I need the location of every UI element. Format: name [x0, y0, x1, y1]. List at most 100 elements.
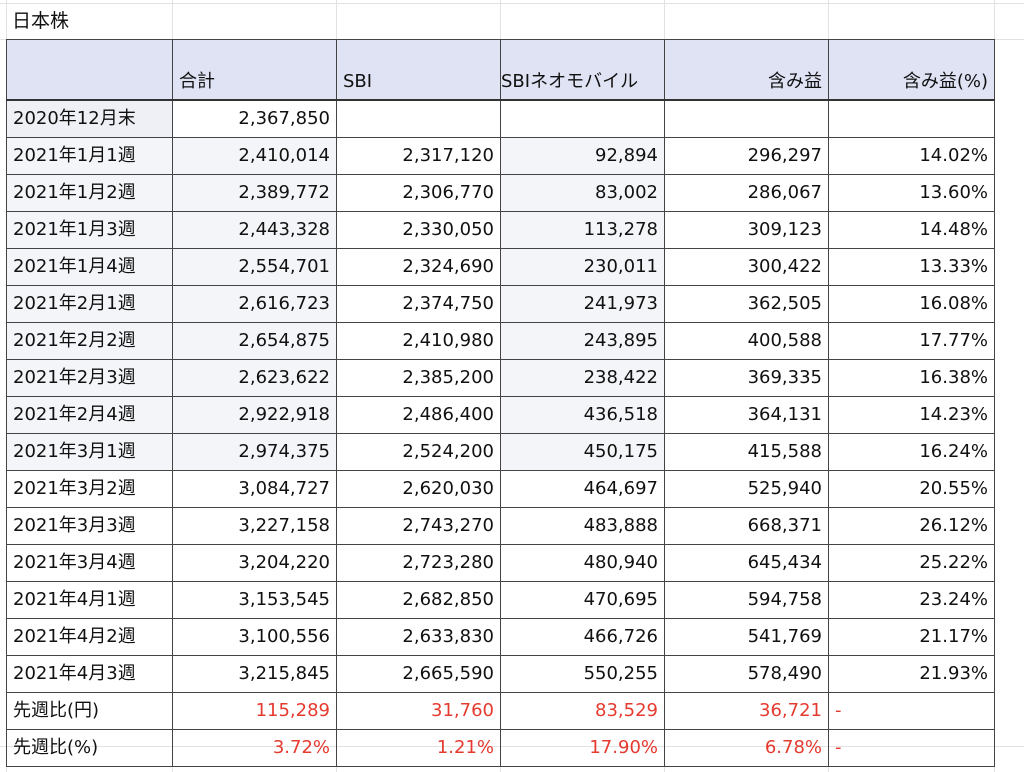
cell-label[interactable]: 2021年1月1週 [6, 136, 173, 175]
cell-unrealized-gain-pct[interactable]: 21.93% [828, 654, 995, 693]
cell-sbi[interactable]: 2,324,690 [336, 247, 501, 286]
cell-unrealized-gain-pct[interactable]: 21.17% [828, 617, 995, 656]
header-cell-total[interactable]: 合計 [172, 39, 337, 101]
cell-sbi[interactable]: 2,743,270 [336, 506, 501, 545]
cell-sbi[interactable]: 2,317,120 [336, 136, 501, 175]
cell-total[interactable]: 2,410,014 [172, 136, 337, 175]
cell-label[interactable]: 2021年1月2週 [6, 173, 173, 212]
cell-label[interactable]: 2021年2月2週 [6, 321, 173, 360]
cell-label[interactable]: 2021年3月4週 [6, 543, 173, 582]
cell-unrealized-gain-pct[interactable]: 13.60% [828, 173, 995, 212]
cell-unrealized-gain-pct[interactable]: 26.12% [828, 506, 995, 545]
cell-label[interactable]: 2021年2月3週 [6, 358, 173, 397]
cell-unrealized-gain[interactable]: 296,297 [664, 136, 829, 175]
cell-unrealized-gain[interactable]: 369,335 [664, 358, 829, 397]
cell-sbi[interactable]: 2,524,200 [336, 432, 501, 471]
cell-sbi[interactable] [336, 99, 501, 138]
cell-unrealized-gain-pct[interactable]: 25.22% [828, 543, 995, 582]
cell-label[interactable]: 2020年12月末 [6, 99, 173, 138]
cell-unrealized-gain[interactable]: 300,422 [664, 247, 829, 286]
cell-neomobile[interactable] [500, 99, 665, 138]
cell-label[interactable]: 2021年4月2週 [6, 617, 173, 656]
cell-unrealized-gain[interactable]: 525,940 [664, 469, 829, 508]
cell-unrealized-gain[interactable]: 645,434 [664, 543, 829, 582]
cell-sbi[interactable]: 2,723,280 [336, 543, 501, 582]
header-cell-label[interactable] [6, 39, 173, 101]
cell-neomobile[interactable]: 92,894 [500, 136, 665, 175]
cell-sbi[interactable]: 31,760 [336, 691, 501, 730]
cell-unrealized-gain[interactable]: 668,371 [664, 506, 829, 545]
cell-neomobile[interactable]: 83,002 [500, 173, 665, 212]
cell-sbi[interactable]: 2,633,830 [336, 617, 501, 656]
cell-total[interactable]: 2,654,875 [172, 321, 337, 360]
cell-unrealized-gain-pct[interactable]: - [828, 728, 995, 767]
cell-neomobile[interactable]: 436,518 [500, 395, 665, 434]
cell-neomobile[interactable]: 17.90% [500, 728, 665, 767]
cell-label[interactable]: 2021年1月4週 [6, 247, 173, 286]
cell-neomobile[interactable]: 466,726 [500, 617, 665, 656]
cell-total[interactable]: 3.72% [172, 728, 337, 767]
cell-neomobile[interactable]: 113,278 [500, 210, 665, 249]
cell-unrealized-gain[interactable]: 594,758 [664, 580, 829, 619]
cell-label[interactable]: 2021年4月3週 [6, 654, 173, 693]
cell-sbi[interactable]: 2,306,770 [336, 173, 501, 212]
cell-neomobile[interactable]: 241,973 [500, 284, 665, 323]
cell-neomobile[interactable]: 83,529 [500, 691, 665, 730]
cell-unrealized-gain[interactable]: 541,769 [664, 617, 829, 656]
cell-sbi[interactable]: 2,410,980 [336, 321, 501, 360]
cell-label[interactable]: 2021年3月2週 [6, 469, 173, 508]
cell-total[interactable]: 3,227,158 [172, 506, 337, 545]
cell-neomobile[interactable]: 470,695 [500, 580, 665, 619]
cell-sbi[interactable]: 1.21% [336, 728, 501, 767]
cell-unrealized-gain-pct[interactable]: - [828, 691, 995, 730]
cell-unrealized-gain-pct[interactable]: 14.23% [828, 395, 995, 434]
cell-neomobile[interactable]: 480,940 [500, 543, 665, 582]
cell-unrealized-gain-pct[interactable]: 16.24% [828, 432, 995, 471]
header-cell-unrealized-gain-pct[interactable]: 含み益(%) [828, 39, 995, 101]
cell-sbi[interactable]: 2,486,400 [336, 395, 501, 434]
cell-label[interactable]: 先週比(円) [6, 691, 173, 730]
cell-unrealized-gain[interactable] [664, 99, 829, 138]
cell-sbi[interactable]: 2,682,850 [336, 580, 501, 619]
cell-unrealized-gain[interactable]: 6.78% [664, 728, 829, 767]
cell-total[interactable]: 2,554,701 [172, 247, 337, 286]
cell-total[interactable]: 3,204,220 [172, 543, 337, 582]
cell-sbi[interactable]: 2,385,200 [336, 358, 501, 397]
cell-unrealized-gain-pct[interactable]: 16.38% [828, 358, 995, 397]
cell-sbi[interactable]: 2,620,030 [336, 469, 501, 508]
cell-label[interactable]: 2021年1月3週 [6, 210, 173, 249]
cell-label[interactable]: 2021年2月4週 [6, 395, 173, 434]
cell-label[interactable]: 先週比(%) [6, 728, 173, 767]
cell-total[interactable]: 3,100,556 [172, 617, 337, 656]
cell-unrealized-gain[interactable]: 364,131 [664, 395, 829, 434]
cell-label[interactable]: 2021年3月3週 [6, 506, 173, 545]
header-cell-unrealized-gain[interactable]: 含み益 [664, 39, 829, 101]
cell-unrealized-gain[interactable]: 362,505 [664, 284, 829, 323]
cell-total[interactable]: 2,974,375 [172, 432, 337, 471]
cell-total[interactable]: 2,922,918 [172, 395, 337, 434]
cell-neomobile[interactable]: 238,422 [500, 358, 665, 397]
cell-unrealized-gain-pct[interactable]: 20.55% [828, 469, 995, 508]
cell-total[interactable]: 3,153,545 [172, 580, 337, 619]
header-cell-neomobile[interactable]: SBIネオモバイル [500, 39, 665, 101]
cell-neomobile[interactable]: 483,888 [500, 506, 665, 545]
cell-total[interactable]: 2,443,328 [172, 210, 337, 249]
cell-total[interactable]: 3,215,845 [172, 654, 337, 693]
cell-unrealized-gain-pct[interactable]: 17.77% [828, 321, 995, 360]
cell-unrealized-gain-pct[interactable]: 14.48% [828, 210, 995, 249]
cell-unrealized-gain[interactable]: 309,123 [664, 210, 829, 249]
cell-unrealized-gain-pct[interactable] [828, 99, 995, 138]
cell-total[interactable]: 2,367,850 [172, 99, 337, 138]
cell-label[interactable]: 2021年3月1週 [6, 432, 173, 471]
cell-neomobile[interactable]: 550,255 [500, 654, 665, 693]
cell-total[interactable]: 3,084,727 [172, 469, 337, 508]
cell-sbi[interactable]: 2,330,050 [336, 210, 501, 249]
cell-unrealized-gain-pct[interactable]: 16.08% [828, 284, 995, 323]
cell-unrealized-gain[interactable]: 286,067 [664, 173, 829, 212]
cell-sbi[interactable]: 2,665,590 [336, 654, 501, 693]
cell-neomobile[interactable]: 230,011 [500, 247, 665, 286]
cell-total[interactable]: 2,616,723 [172, 284, 337, 323]
cell-total[interactable]: 115,289 [172, 691, 337, 730]
cell-total[interactable]: 2,389,772 [172, 173, 337, 212]
cell-neomobile[interactable]: 243,895 [500, 321, 665, 360]
